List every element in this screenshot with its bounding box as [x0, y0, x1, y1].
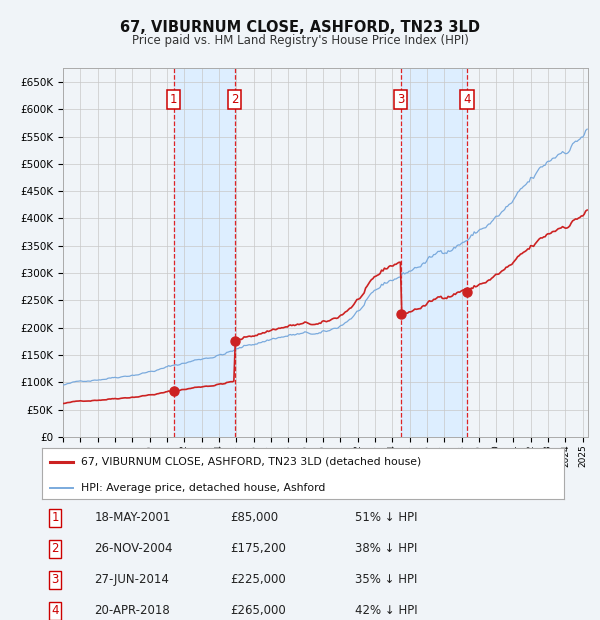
- Text: 2: 2: [52, 542, 59, 555]
- Text: 18-MAY-2001: 18-MAY-2001: [94, 512, 170, 524]
- Text: 1: 1: [52, 512, 59, 524]
- Text: 38% ↓ HPI: 38% ↓ HPI: [355, 542, 418, 555]
- Text: 42% ↓ HPI: 42% ↓ HPI: [355, 604, 418, 617]
- Text: 1: 1: [170, 93, 177, 106]
- Bar: [173, 68, 235, 437]
- Text: 26-NOV-2004: 26-NOV-2004: [94, 542, 173, 555]
- Text: 3: 3: [52, 574, 59, 586]
- Bar: [401, 68, 467, 437]
- Text: Price paid vs. HM Land Registry's House Price Index (HPI): Price paid vs. HM Land Registry's House …: [131, 34, 469, 47]
- Text: 20-APR-2018: 20-APR-2018: [94, 604, 170, 617]
- Text: £265,000: £265,000: [230, 604, 286, 617]
- Text: £175,200: £175,200: [230, 542, 286, 555]
- Text: 4: 4: [463, 93, 470, 106]
- Text: 27-JUN-2014: 27-JUN-2014: [94, 574, 169, 586]
- Text: 35% ↓ HPI: 35% ↓ HPI: [355, 574, 418, 586]
- Text: 67, VIBURNUM CLOSE, ASHFORD, TN23 3LD: 67, VIBURNUM CLOSE, ASHFORD, TN23 3LD: [120, 20, 480, 35]
- Text: 2: 2: [231, 93, 238, 106]
- Text: £225,000: £225,000: [230, 574, 286, 586]
- Text: HPI: Average price, detached house, Ashford: HPI: Average price, detached house, Ashf…: [81, 483, 326, 493]
- Text: 51% ↓ HPI: 51% ↓ HPI: [355, 512, 418, 524]
- Text: 67, VIBURNUM CLOSE, ASHFORD, TN23 3LD (detached house): 67, VIBURNUM CLOSE, ASHFORD, TN23 3LD (d…: [81, 457, 421, 467]
- Text: £85,000: £85,000: [230, 512, 278, 524]
- Text: 3: 3: [397, 93, 404, 106]
- Text: 4: 4: [52, 604, 59, 617]
